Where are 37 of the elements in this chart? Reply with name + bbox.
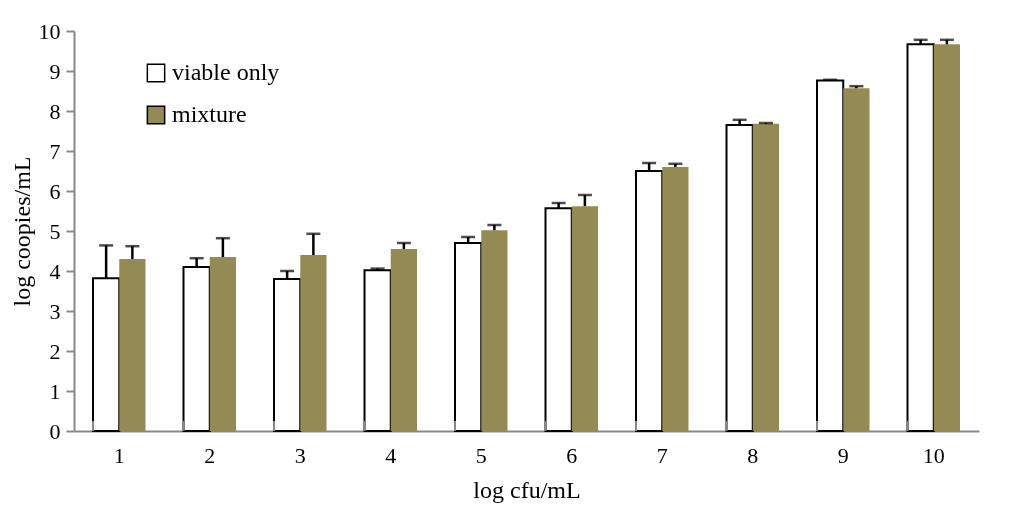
y-tick-label: 8 (49, 98, 61, 124)
bar (752, 123, 779, 431)
y-tick-label: 1 (49, 378, 61, 404)
y-tick-label: 0 (49, 418, 61, 444)
bar (481, 230, 508, 431)
legend-label: mixture (172, 101, 247, 127)
bar (209, 257, 236, 431)
bar (119, 259, 146, 431)
bar (454, 242, 483, 432)
y-tick-label: 4 (49, 258, 61, 284)
bar (300, 255, 327, 431)
x-tick-label: 2 (204, 442, 216, 468)
x-tick-label: 3 (294, 442, 306, 468)
y-tick-label: 10 (38, 18, 61, 44)
bar (571, 206, 598, 431)
x-tick-label: 1 (113, 442, 125, 468)
x-tick-label: 4 (385, 442, 397, 468)
x-tick-label: 9 (837, 442, 849, 468)
y-axis-title: log coopies/mL (8, 156, 35, 307)
bar (390, 249, 417, 431)
x-axis-title: log cfu/mL (473, 476, 581, 503)
y-tick-label: 7 (49, 138, 61, 164)
x-tick-label: 8 (747, 442, 759, 468)
y-tick-label: 3 (49, 298, 61, 324)
y-tick-label: 2 (49, 338, 61, 364)
x-tick-label: 10 (922, 442, 945, 468)
bar (816, 79, 845, 432)
bar (662, 167, 689, 431)
bar (363, 269, 392, 432)
y-tick-label: 5 (49, 218, 61, 244)
x-tick-label: 7 (656, 442, 668, 468)
legend-label: viable only (172, 59, 280, 85)
y-tick-label: 6 (49, 178, 61, 204)
bar (843, 88, 870, 431)
y-tick-label: 9 (49, 58, 61, 84)
x-tick-label: 5 (475, 442, 487, 468)
x-tick-label: 6 (566, 442, 578, 468)
